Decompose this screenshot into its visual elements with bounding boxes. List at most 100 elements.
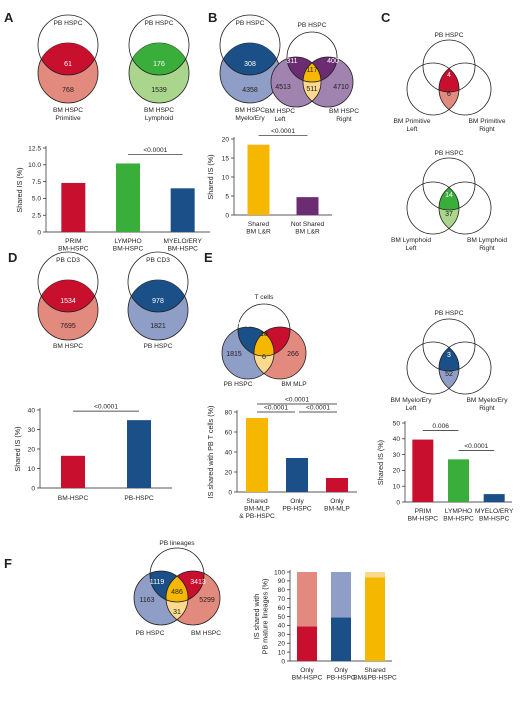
chart-d-y-axis-label: Shared IS (%) [13,426,22,471]
chart-c-category-label-line: BM-HSPC [443,516,474,523]
venn-e-count-bottom-mid: 6 [262,354,266,361]
chart-b-category-label-line: Shared [248,221,270,228]
chart-f-y-tick-label: 20 [278,641,286,648]
venn-a2: PB HSPC 176 1539 BM HSPC Lymphoid [128,14,190,122]
chart-d-y-tick-label: 40 [28,407,36,414]
venn-e-center [254,327,274,356]
chart-d-y-axis-label-line: Shared IS (%) [13,426,22,471]
chart-f-bar-segment [365,572,385,578]
venn-c2: PB HSPC 14 37 BM Lymphoid Left BM Lymphoi… [391,150,507,252]
venn-f-left-outline [133,570,189,626]
venn-c3-center [439,342,459,371]
venn-e-count-top-right: 46 [281,322,289,329]
venn-c3-right-label-l2: Right [479,405,495,412]
chart-a-category-label: PRIM BM-HSPC [58,238,89,253]
chart-f-y-tick-label: 40 [278,623,286,630]
chart-a-category-label-line: LYMPHO [114,238,141,245]
chart-a-category-label-line: MYELO/ERY [163,238,202,245]
venn-d1: PB CD3 1534 7695 BM HSPC [37,251,99,350]
venn-b-center [303,57,321,82]
venn-c3-right-outline [438,341,492,395]
chart-c-bar [448,459,469,502]
venn-c2-center [439,182,459,210]
venn-a2-bottom-label-l1: BM HSPC [144,107,174,114]
chart-b-category-label-line: BM L&R [295,229,320,236]
venn-c3-left-label-l1: BM Myelo/Ery [390,397,432,404]
venn-e-count-top-left: 960 [238,322,250,329]
venn-a2-bottom-label: BM HSPC Lymphoid [144,107,174,122]
chart-b-y-tick-label: 20 [222,136,230,143]
venn-f-center-group [166,571,188,602]
chart-a-y-tick-label: 7.5 [32,179,41,186]
chart-b-y-tick-label: 0 [225,212,229,219]
venn-a2-overlap [129,43,189,75]
chart-d-category-label-line: BM-HSPC [58,495,89,502]
venn-c1-top-outline [422,39,476,93]
venn-a1-top-circle [37,14,99,76]
venn-d2-rest-count: 1821 [150,323,166,330]
venn-a3-bottom-label-l1: BM HSPC [235,107,265,114]
venn-a1-bottom-label-l2: Primitive [55,115,81,122]
venn-c2-count-bottom: 37 [445,211,453,218]
venn-e-left-label: PB HSPC [224,381,253,388]
chart-f-y-tick-label: 60 [278,605,286,612]
venn-b-count-bottom-mid: 511 [306,86,317,93]
chart-f-y-tick-label: 100 [274,569,285,576]
venn-a2-bottom-label-l2: Lymphoid [145,115,174,122]
venn-f-count-top-left: 1119 [150,579,165,586]
venn-a1-bottom-label: BM HSPC Primitive [53,107,83,122]
venn-d2-overlap-count: 978 [152,298,164,305]
chart-e-bar [286,458,308,492]
chart-d-y-tick-label: 10 [28,466,36,473]
chart-c-category-label-line: LYMPHO [445,508,472,515]
chart-b-y-tick-label: 15 [222,155,230,162]
venn-e-top-outline [237,303,291,357]
chart-a-category-label: MYELO/ERY BM-HSPC [163,238,202,253]
venn-c1: PB HSPC 4 6 BM Primitive Left BM Primitiv… [394,32,506,133]
venn-e-count-left: 1815 [226,351,242,358]
chart-e-category-label-line: Only [330,498,344,505]
chart-c-category-label: MYELO/ERY BM-HSPC [475,508,514,523]
chart-a-category-label-line: PRIM [65,238,81,245]
chart-a-y-axis-label-line: Shared IS (%) [15,167,24,212]
chart-e-category-label: Only BM-MLP [324,498,350,513]
venn-e-count-center: 18 [260,331,268,338]
venn-a1-rest-count: 768 [62,87,74,94]
panel-letter-e: E [204,250,213,265]
chart-a-category-label-line: BM-HSPC [167,246,198,253]
chart-c-bar [483,494,505,502]
chart-d-bar [127,420,151,488]
venn-c1-count-bottom: 6 [447,91,451,98]
chart-e-category-label-line: Shared [246,498,268,505]
venn-b-right-label-l2: Right [336,116,352,123]
venn-c3-left-outline [406,341,460,395]
venn-f-left-label: PB HSPC [136,630,165,637]
chart-c-y-tick-label: 30 [393,452,401,459]
chart-a-y-tick-label: 5.0 [32,196,41,203]
chart-c-y-tick-label: 40 [393,436,401,443]
venn-c2-right-label: BM Lymphoid Right [467,237,507,252]
chart-d-category-label: BM-HSPC [58,495,89,502]
chart-a-significance-label: <0.0001 [143,147,167,154]
bar-chart-e: 0 20 40 60 80 IS shared with PB T cells (%) Sh… [206,397,357,520]
venn-c1-left-label: BM Primitive Left [394,118,431,133]
venn-a3-bottom-label-l2: Myelo/Ery [235,115,265,122]
chart-d-bar [61,455,85,488]
chart-e-y-tick-label: 20 [225,469,233,476]
venn-f-count-left: 1163 [139,597,154,604]
panel-letter-f: F [4,556,12,571]
venn-c2-left-label-l2: Left [406,245,417,252]
chart-c-category-label: LYMPHO BM-HSPC [443,508,474,523]
chart-c-category-label-line: PRIM [415,508,431,515]
venn-f-count-center: 486 [171,589,183,596]
chart-b-y-axis-label: Shared IS (%) [206,154,215,199]
venn-e-right-outline [253,326,307,380]
chart-e-y-axis-label-line: IS shared with PB T cells (%) [206,406,215,499]
chart-c-significance-label: <0.0001 [464,443,488,450]
chart-f-category-label: Only BM-HSPC [292,667,323,682]
chart-e-category-label-line: PB-HSPC [282,506,312,513]
chart-d-category-label-line: PB-HSPC [124,495,154,502]
